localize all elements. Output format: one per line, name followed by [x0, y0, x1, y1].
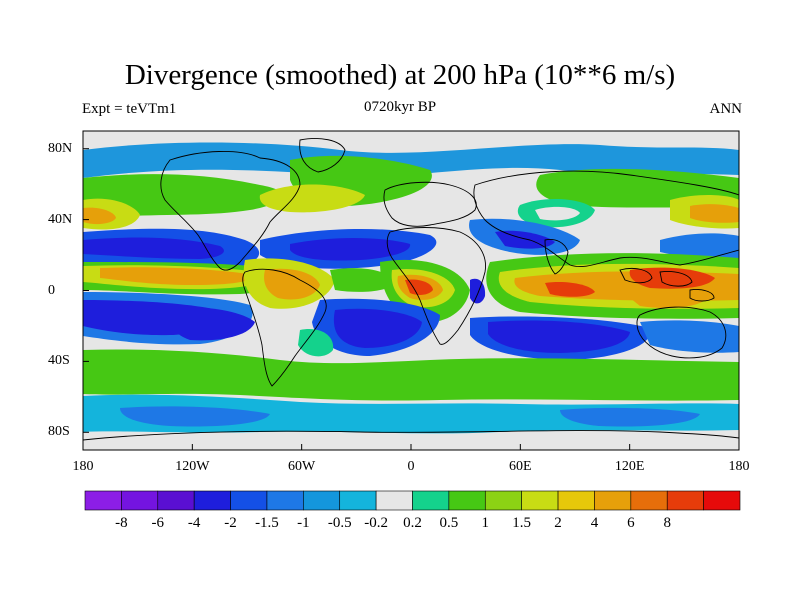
colorbar-label: 8	[663, 515, 671, 531]
arctic-blue-band	[83, 142, 739, 178]
season-label: ANN	[709, 101, 743, 117]
axis-ticks	[82, 148, 740, 450]
colorbar-label: 6	[627, 515, 635, 531]
colorbar-swatch	[303, 490, 341, 511]
north-pacific-west-orange	[83, 207, 116, 225]
lon-label: 180	[728, 459, 750, 474]
lat-label: 80N	[48, 140, 73, 156]
congo-red	[405, 279, 433, 295]
southern-ocean-green	[83, 349, 739, 401]
colorbar-swatch	[484, 490, 522, 511]
lat-label: 80S	[48, 424, 70, 440]
south-america-coast	[242, 268, 327, 387]
maritime-islands-coast	[619, 267, 715, 302]
divergence-field	[83, 131, 739, 450]
lat-label: 0	[48, 282, 55, 298]
colorbar-swatch	[666, 490, 704, 511]
colorbar-swatch	[84, 490, 122, 511]
amazon-orange	[264, 268, 320, 300]
colorbar-label: 4	[590, 515, 599, 531]
colorbar-label: -0.2	[364, 515, 388, 531]
colorbar-label: -2	[224, 515, 237, 531]
experiment-label: Expt = teVTm1	[82, 101, 177, 117]
colorbar-swatch	[339, 490, 377, 511]
colorbar-swatch	[521, 490, 559, 511]
north-pacific-dark-blue	[83, 237, 224, 259]
colorbar-swatch	[594, 490, 632, 511]
lat-label: 40S	[48, 353, 70, 369]
southern-ocean-blue	[83, 394, 739, 434]
north-atlantic-dark-blue	[290, 238, 411, 261]
australia-coast	[636, 306, 727, 359]
colorbar-swatch	[448, 490, 486, 511]
south-atlantic-dark-blue	[333, 308, 422, 348]
colorbar-swatch	[230, 490, 268, 511]
time-label: 0720kyr BP	[363, 99, 437, 115]
south-indian-dark-blue	[488, 320, 630, 353]
lon-label: 0	[407, 459, 415, 474]
lon-label: 120W	[175, 459, 210, 474]
colorbar-label: -0.5	[327, 515, 352, 531]
lon-label: 60E	[509, 459, 532, 474]
lon-label: 60W	[288, 459, 316, 474]
colorbar-label: 1	[481, 515, 490, 531]
lat-label: 40N	[48, 211, 73, 227]
colorbar-swatch	[157, 490, 195, 511]
colorbar-label: -6	[151, 515, 165, 531]
east-asia-orange	[690, 204, 739, 223]
colorbar-label: 2	[554, 515, 562, 531]
colorbar-label: -8	[115, 515, 128, 531]
lon-label: 180	[72, 459, 94, 474]
south-atlantic-green-patch	[298, 329, 334, 357]
colorbar-swatch	[193, 490, 231, 511]
tasman-blue	[640, 320, 739, 353]
africa-coast	[386, 227, 486, 345]
atlantic-itcz-green	[330, 268, 395, 292]
colorbar-label: 1.5	[512, 515, 532, 531]
plot-title: Divergence (smoothed) at 200 hPa (10**6 …	[124, 59, 676, 91]
maritime-continent-orange	[620, 288, 705, 308]
colorbar	[84, 490, 741, 511]
colorbar-label: -1	[297, 515, 310, 531]
coastlines	[83, 138, 739, 441]
colorbar-swatch	[703, 490, 741, 511]
south-america-west-blue	[168, 307, 255, 341]
colorbar-swatch	[412, 490, 450, 511]
colorbar-swatch	[630, 490, 668, 511]
lon-label: 120E	[614, 459, 645, 474]
colorbar-label: -1.5	[255, 515, 279, 531]
greenland-coast	[299, 138, 346, 173]
antarctica-coast	[83, 430, 739, 441]
colorbar-label: -4	[187, 515, 201, 531]
indian-ocean-red	[545, 282, 595, 297]
antarctic-blue	[560, 407, 700, 427]
asia-coast	[473, 170, 739, 268]
south-pacific-deep-blue	[120, 406, 270, 427]
colorbar-swatch	[375, 490, 413, 511]
europe-coast	[383, 181, 477, 227]
india-coast	[544, 239, 569, 275]
central-asia-neutral	[535, 206, 580, 221]
colorbar-label: 0.5	[439, 515, 459, 531]
maritime-continent-red	[629, 267, 715, 289]
north-america-coast	[160, 151, 301, 271]
colorbar-swatch	[121, 490, 159, 511]
colorbar-swatch	[557, 490, 595, 511]
east-pacific-itcz-orange	[100, 267, 255, 285]
colorbar-swatch	[266, 490, 304, 511]
colorbar-label: 0.2	[403, 515, 422, 531]
